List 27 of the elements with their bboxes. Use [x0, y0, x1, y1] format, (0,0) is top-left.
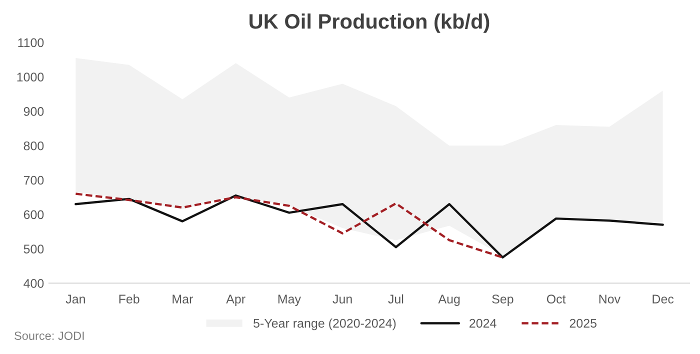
x-tick-label: Jul — [388, 294, 404, 304]
x-tick-label: May — [278, 294, 301, 306]
line-series — [74, 192, 504, 259]
y-tick-label: 1000 — [17, 72, 44, 82]
legend-label: 2024 — [470, 318, 496, 328]
y-tick-label: 400 — [24, 279, 44, 288]
x-tick-label: Aug — [438, 294, 460, 306]
x-tick-label: Jan — [66, 294, 85, 304]
x-tick-label: Dec — [652, 294, 674, 304]
y-tick-label: 600 — [24, 210, 44, 220]
x-tick-label: Nov — [599, 294, 621, 304]
x-tick-label: Jun — [332, 294, 352, 304]
y-tick-label: 700 — [24, 176, 44, 185]
x-tick-label: Oct — [546, 294, 566, 304]
chart-title: UK Oil Production (kb/d) — [250, 13, 490, 33]
y-tick-label: 500 — [24, 244, 44, 254]
y-tick-label: 1100 — [18, 38, 44, 48]
legend-label: 2025 — [570, 318, 596, 328]
x-tick-label: Sep — [492, 294, 514, 306]
y-tick-label: 800 — [24, 141, 44, 150]
x-tick-label: Apr — [226, 294, 246, 306]
legend-label: 5-Year range (2020-2024) — [254, 318, 396, 330]
y-tick-label: 900 — [24, 107, 44, 116]
x-tick-label: Feb — [119, 294, 140, 304]
source-note: Source: JODI — [14, 332, 84, 340]
line-series — [74, 194, 664, 259]
x-tick-label: Mar — [172, 294, 193, 304]
